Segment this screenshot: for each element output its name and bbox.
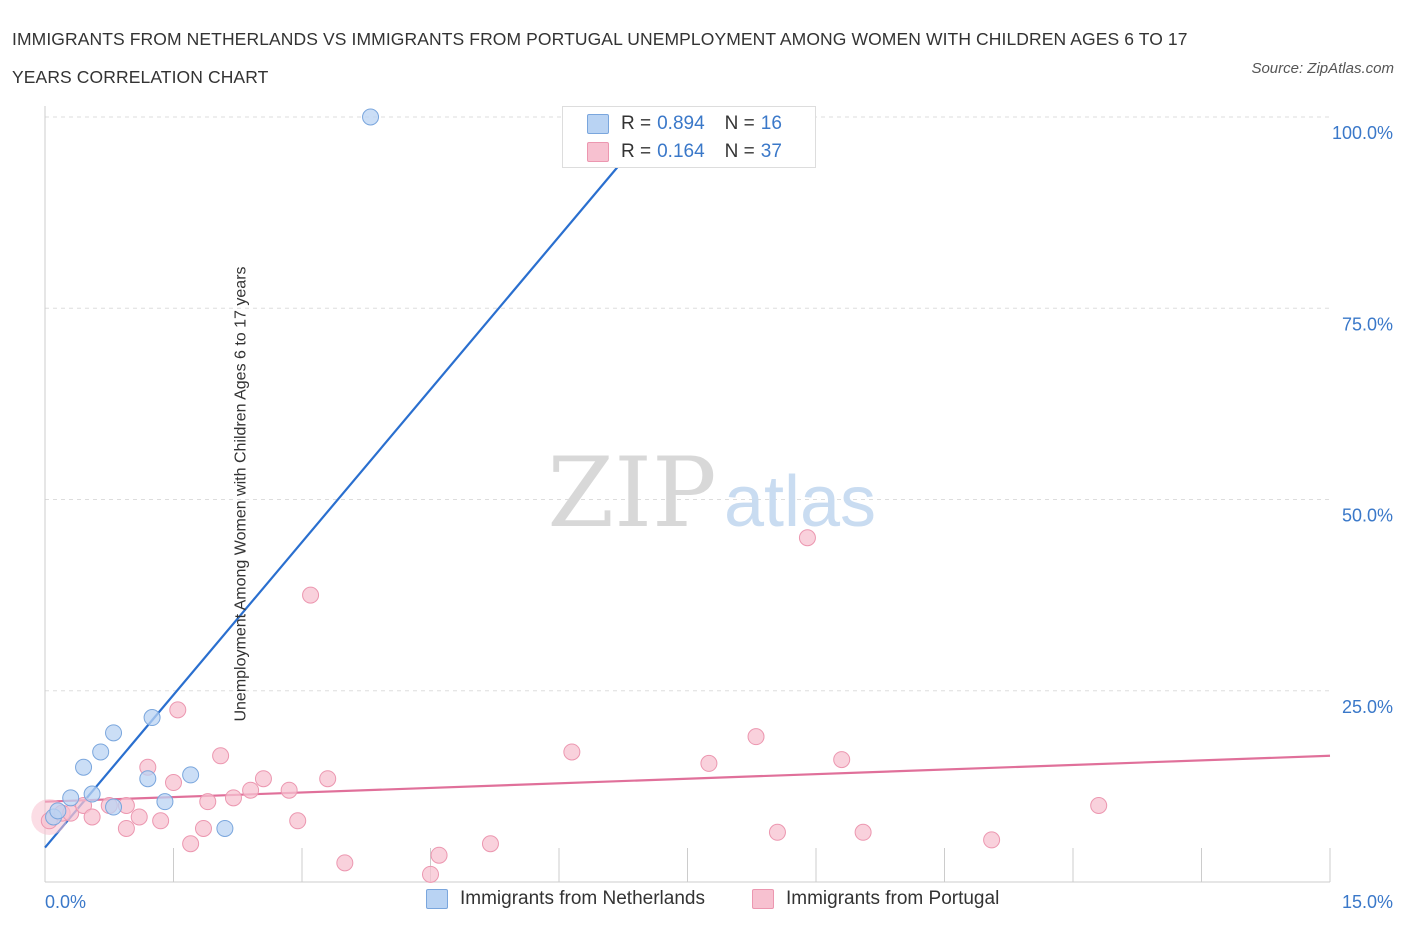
- portugal-point: [254, 770, 272, 788]
- portugal-trend-line: [44, 754, 1331, 803]
- n-value: 16: [760, 113, 782, 134]
- netherlands-point: [362, 108, 380, 126]
- y-tick-label: 100.0%: [1332, 123, 1393, 143]
- netherlands-point: [216, 819, 234, 837]
- source-label: Source: ZipAtlas.com: [1251, 60, 1394, 77]
- portugal-point: [83, 808, 101, 826]
- watermark: ZIP atlas: [547, 437, 876, 549]
- netherlands-swatch: [426, 889, 448, 909]
- netherlands-point: [62, 789, 80, 807]
- netherlands-point: [156, 793, 174, 811]
- portugal-point: [798, 529, 816, 547]
- portugal-point: [430, 846, 448, 864]
- portugal-point: [199, 793, 217, 811]
- r-value: 0.164: [657, 141, 705, 162]
- trend-lines: [44, 123, 1331, 849]
- x-tick-label: 15.0%: [1342, 892, 1393, 912]
- legend-item-netherlands: Immigrants from Netherlands: [426, 888, 705, 910]
- tick-labels: 100.0% 75.0% 50.0% 25.0% 0.0% 15.0%: [45, 123, 1393, 912]
- correlation-legend: R = 0.894 N = 16 R = 0.164 N = 37: [562, 106, 816, 168]
- n-label: N =: [724, 141, 755, 162]
- x-tick-label: 0.0%: [45, 892, 86, 912]
- netherlands-swatch: [587, 114, 609, 134]
- netherlands-point: [143, 709, 161, 727]
- portugal-point: [130, 808, 148, 826]
- axes: [44, 106, 1331, 883]
- netherlands-point: [49, 802, 67, 820]
- portugal-point: [854, 823, 872, 841]
- portugal-point: [75, 797, 93, 814]
- y-axis-label: Unemployment Among Women with Children A…: [232, 266, 250, 722]
- chart-title: IMMIGRANTS FROM NETHERLANDS VS IMMIGRANT…: [12, 29, 1188, 87]
- portugal-swatch: [752, 889, 774, 909]
- data-points: [31, 108, 1108, 883]
- portugal-point: [1090, 797, 1108, 814]
- portugal-point: [422, 865, 439, 883]
- portugal-point: [182, 835, 200, 853]
- portugal-point: [747, 728, 765, 746]
- watermark-zip: ZIP: [547, 437, 716, 549]
- portugal-point: [833, 751, 851, 769]
- portugal-point: [481, 835, 499, 853]
- portugal-point: [224, 789, 242, 807]
- r-label: R =: [621, 141, 652, 162]
- portugal-point: [302, 586, 320, 604]
- portugal-point: [117, 819, 135, 837]
- legend-row-portugal: R = 0.164 N = 37: [587, 140, 782, 164]
- portugal-swatch: [587, 142, 609, 162]
- portugal-point: [194, 819, 212, 837]
- netherlands-point: [75, 758, 93, 776]
- portugal-point: [169, 701, 187, 719]
- netherlands-point: [92, 743, 110, 761]
- y-tick-label: 50.0%: [1342, 506, 1393, 526]
- portugal-point: [336, 854, 354, 872]
- portugal-point: [152, 812, 170, 830]
- r-value: 0.894: [657, 113, 705, 134]
- portugal-point: [242, 781, 260, 799]
- legend-label-portugal: Immigrants from Portugal: [786, 888, 1000, 909]
- portugal-point: [212, 747, 230, 765]
- portugal-point: [563, 743, 581, 761]
- legend-row-netherlands: R = 0.894 N = 16: [587, 112, 782, 136]
- portugal-point: [700, 754, 718, 772]
- netherlands-point: [105, 724, 123, 742]
- portugal-point: [280, 781, 298, 799]
- y-tick-label: 25.0%: [1342, 697, 1393, 717]
- netherlands-point: [83, 785, 101, 803]
- portugal-point: [768, 823, 786, 841]
- watermark-atlas: atlas: [724, 462, 876, 542]
- n-value: 37: [760, 141, 782, 162]
- legend-label-netherlands: Immigrants from Netherlands: [460, 888, 705, 909]
- netherlands-trend-line: [44, 123, 655, 849]
- netherlands-point: [182, 766, 200, 784]
- legend-item-portugal: Immigrants from Portugal: [752, 888, 999, 910]
- portugal-point: [319, 770, 337, 788]
- n-label: N =: [724, 113, 755, 134]
- y-tick-label: 75.0%: [1342, 314, 1393, 334]
- portugal-point: [983, 831, 1001, 849]
- r-label: R =: [621, 113, 652, 134]
- portugal-point: [165, 774, 182, 792]
- netherlands-point: [139, 770, 157, 788]
- portugal-point: [289, 812, 307, 830]
- series-legend: Immigrants from Netherlands Immigrants f…: [0, 888, 1406, 916]
- netherlands-point: [105, 798, 123, 816]
